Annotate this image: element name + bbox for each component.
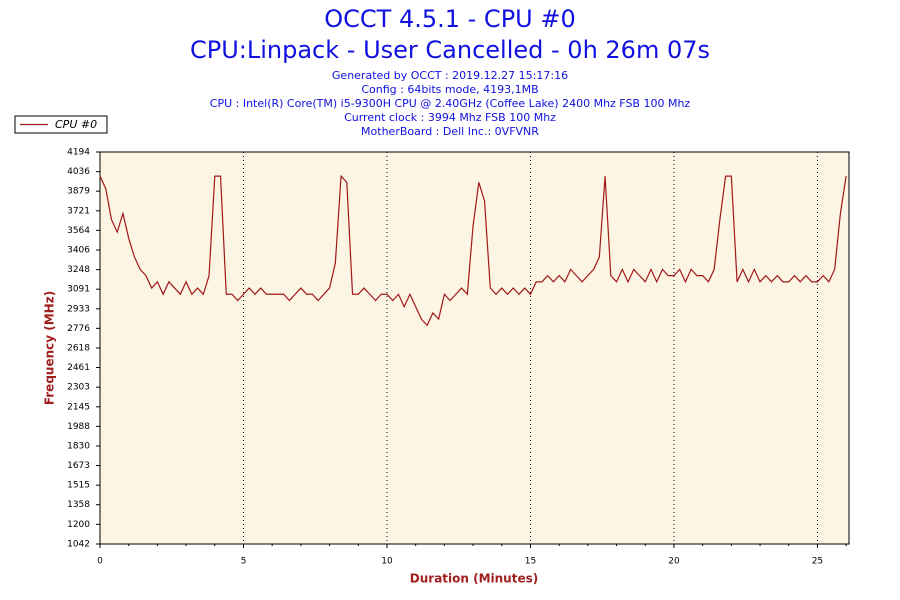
legend-label: CPU #0: [55, 118, 97, 131]
y-tick-label: 2303: [67, 383, 90, 393]
x-tick-label: 5: [241, 557, 247, 567]
y-tick-label: 4036: [67, 167, 90, 177]
x-tick-label: 10: [381, 557, 393, 567]
x-axis-label: Duration (Minutes): [410, 572, 538, 586]
y-tick-label: 2776: [67, 324, 90, 334]
y-tick-label: 3721: [67, 206, 90, 216]
info-line: Current clock : 3994 Mhz FSB 100 Mhz: [344, 111, 556, 124]
y-axis-label: Frequency (MHz): [43, 291, 57, 405]
y-tick-label: 2461: [67, 363, 90, 373]
chart-title: OCCT 4.5.1 - CPU #0: [324, 5, 575, 33]
y-tick-label: 1200: [67, 520, 90, 530]
info-line: MotherBoard : Dell Inc.: 0VFVNR: [361, 125, 539, 138]
y-tick-label: 1042: [67, 540, 90, 550]
y-tick-label: 3248: [67, 265, 90, 275]
y-tick-label: 1830: [67, 442, 90, 452]
y-tick-label: 3406: [67, 246, 90, 256]
info-line: Generated by OCCT : 2019.12.27 15:17:16: [332, 69, 568, 82]
y-tick-label: 1515: [67, 481, 90, 491]
y-tick-label: 4194: [67, 148, 90, 158]
x-tick-label: 25: [812, 557, 823, 567]
chart-subtitle: CPU:Linpack - User Cancelled - 0h 26m 07…: [190, 36, 710, 64]
x-tick-label: 15: [525, 557, 536, 567]
y-tick-label: 3564: [67, 226, 90, 236]
data-line: [99, 174, 847, 327]
y-tick-label: 1358: [67, 500, 90, 510]
y-tick-label: 2618: [67, 344, 90, 354]
y-tick-label: 1988: [67, 422, 90, 432]
y-tick-label: 1673: [67, 461, 90, 471]
y-tick-label: 2933: [67, 304, 90, 314]
x-tick-label: 0: [97, 557, 103, 567]
y-tick-label: 2145: [67, 402, 90, 412]
legend-box: [14, 115, 108, 134]
info-line: Config : 64bits mode, 4193,1MB: [361, 83, 538, 96]
y-tick-label: 3091: [67, 285, 90, 295]
info-line: CPU : Intel(R) Core(TM) i5-9300H CPU @ 2…: [210, 97, 691, 110]
x-tick-label: 20: [668, 557, 680, 567]
y-tick-label: 3879: [67, 187, 90, 197]
